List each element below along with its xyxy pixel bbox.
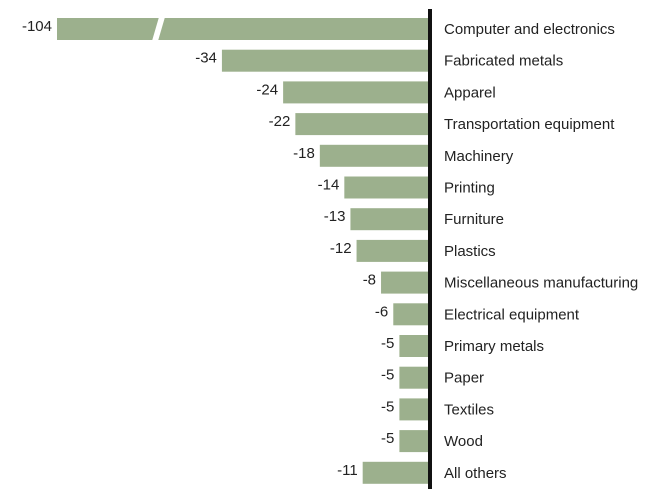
bar (356, 239, 430, 262)
bar (283, 81, 430, 104)
bar (381, 271, 430, 294)
bar (399, 398, 430, 421)
bar (399, 430, 430, 453)
value-label: -5 (381, 367, 394, 384)
value-label: -5 (381, 335, 394, 352)
bar (350, 208, 430, 231)
bar (344, 176, 430, 199)
category-label: Transportation equipment (444, 116, 615, 133)
bar (399, 366, 430, 389)
value-label: -14 (318, 176, 340, 193)
value-label: -18 (293, 145, 315, 162)
category-label: Textiles (444, 401, 494, 418)
value-label: -12 (330, 240, 352, 257)
bar (221, 49, 430, 72)
category-label: Furniture (444, 211, 504, 228)
bar-break (152, 17, 165, 41)
value-label: -104 (22, 18, 52, 35)
value-label: -13 (324, 208, 346, 225)
bar (362, 461, 430, 484)
value-label: -34 (195, 50, 217, 67)
category-label: Primary metals (444, 338, 544, 355)
bar (399, 335, 430, 357)
value-label: -6 (375, 303, 388, 320)
bar (295, 113, 430, 136)
value-label: -11 (337, 462, 358, 479)
category-label: Wood (444, 433, 483, 450)
bar (57, 18, 430, 40)
category-label: Machinery (444, 148, 514, 165)
category-label: Computer and electronics (444, 21, 615, 38)
bar (393, 303, 430, 326)
category-label: Printing (444, 179, 495, 196)
category-label: Apparel (444, 84, 496, 101)
category-label: Electrical equipment (444, 306, 580, 323)
category-label: Miscellaneous manufacturing (444, 275, 638, 292)
value-label: -8 (363, 272, 376, 289)
category-label: All others (444, 465, 507, 482)
value-label: -24 (256, 81, 278, 98)
category-label: Plastics (444, 243, 496, 260)
bar (319, 144, 430, 167)
category-label: Fabricated metals (444, 53, 563, 70)
category-label: Paper (444, 370, 484, 387)
value-label: -22 (269, 113, 291, 130)
value-label: -5 (381, 430, 394, 447)
value-label: -5 (381, 398, 394, 415)
